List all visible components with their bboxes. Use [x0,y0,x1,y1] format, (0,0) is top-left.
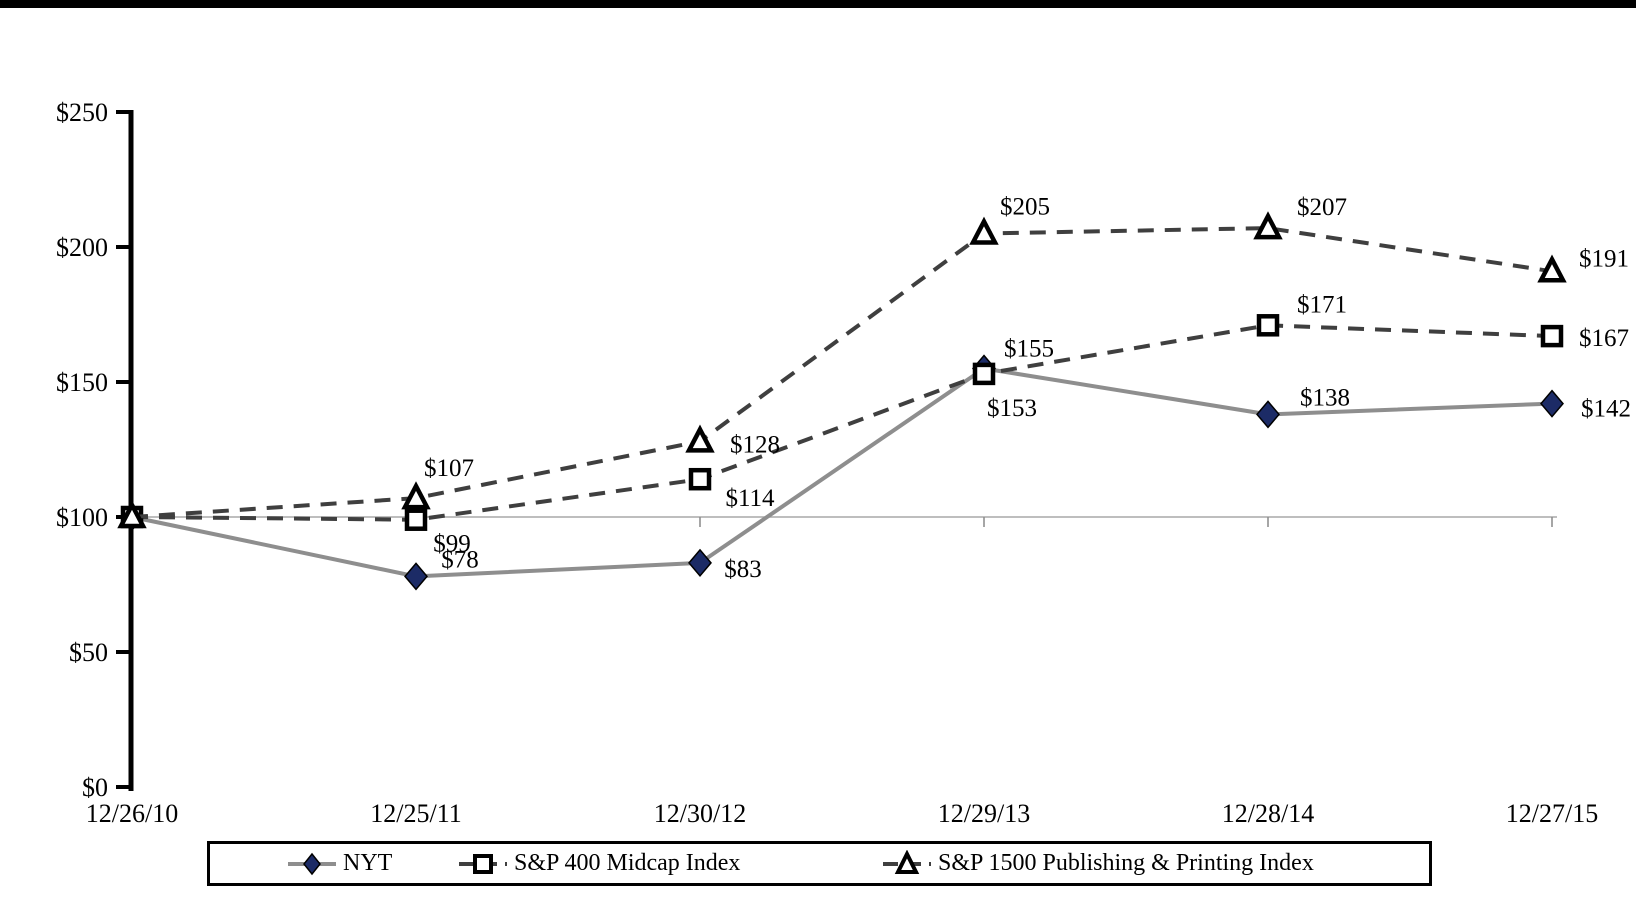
data-label-s2-p1: $107 [424,455,474,482]
data-label-s2-p3: $205 [1000,194,1050,221]
y-axis-label-100: $100 [56,503,108,532]
y-axis-label-50: $50 [69,638,108,667]
marker-s2-p2 [685,424,715,453]
x-axis-label-1: 12/25/11 [370,799,461,828]
data-label-s2-p5: $191 [1579,245,1629,272]
legend-item-nyt: NYT [288,850,392,878]
marker-s0-p2 [688,548,712,578]
midcap-line-sample-icon [459,853,507,874]
data-label-s0-p2: $83 [724,556,762,583]
y-axis-label-150: $150 [56,368,108,397]
publishing-line-sample-icon [883,849,931,874]
marker-s1-p4 [1256,314,1280,337]
series-line-0 [131,366,1553,579]
data-label-s2-p2: $128 [730,431,780,458]
marker-s1-p2 [688,467,712,491]
data-label-s0-p3: $155 [1004,336,1054,363]
marker-s1-p5 [1540,324,1564,348]
legend-label-nyt: NYT [343,850,393,876]
y-axis-label-200: $200 [56,233,108,262]
x-axis-label-5: 12/27/15 [1506,799,1598,828]
data-label-s1-p1: $99 [433,531,471,558]
data-label-s1-p2: $114 [725,485,775,512]
marker-s2-p3 [969,216,999,245]
marker-s1-p3 [972,362,996,386]
x-axis-label-3: 12/29/13 [938,799,1030,828]
legend-item-publishing: S&P 1500 Publishing & Printing Index [883,849,1314,878]
x-axis-label-4: 12/28/14 [1222,799,1314,828]
marker-s0-p5 [1540,389,1564,418]
marker-s0-p1 [404,562,428,591]
legend-item-midcap: S&P 400 Midcap Index [459,850,740,878]
chart-legend: NYT S&P 400 Midcap Index S&P 1500 Publis… [207,841,1432,886]
data-label-s0-p4: $138 [1300,384,1350,411]
data-label-s1-p4: $171 [1297,291,1347,318]
top-border-bar [0,0,1636,8]
marker-s0-p4 [1256,400,1280,429]
legend-label-publishing: S&P 1500 Publishing & Printing Index [938,850,1314,876]
legend-label-midcap: S&P 400 Midcap Index [514,850,741,876]
y-axis-label-250: $250 [56,98,108,127]
y-axis-label-0: $0 [82,773,108,802]
marker-s2-p5 [1537,254,1567,283]
marker-s2-p0 [117,500,147,529]
data-label-s2-p4: $207 [1297,194,1347,221]
marker-s2-p1 [401,481,431,510]
series-line-1 [131,323,1553,522]
marker-s2-p4 [1253,211,1283,240]
data-label-s1-p5: $167 [1579,325,1629,352]
marker-s1-p1 [404,508,428,531]
data-label-s1-p3: $153 [987,395,1037,422]
series-line-2 [131,226,1553,519]
x-axis-label-2: 12/30/12 [654,799,746,828]
data-label-s0-p5: $142 [1581,396,1631,423]
nyt-line-sample-icon [288,852,336,875]
x-axis-label-0: 12/26/10 [86,799,178,828]
data-label-s0-p1: $78 [441,546,479,573]
